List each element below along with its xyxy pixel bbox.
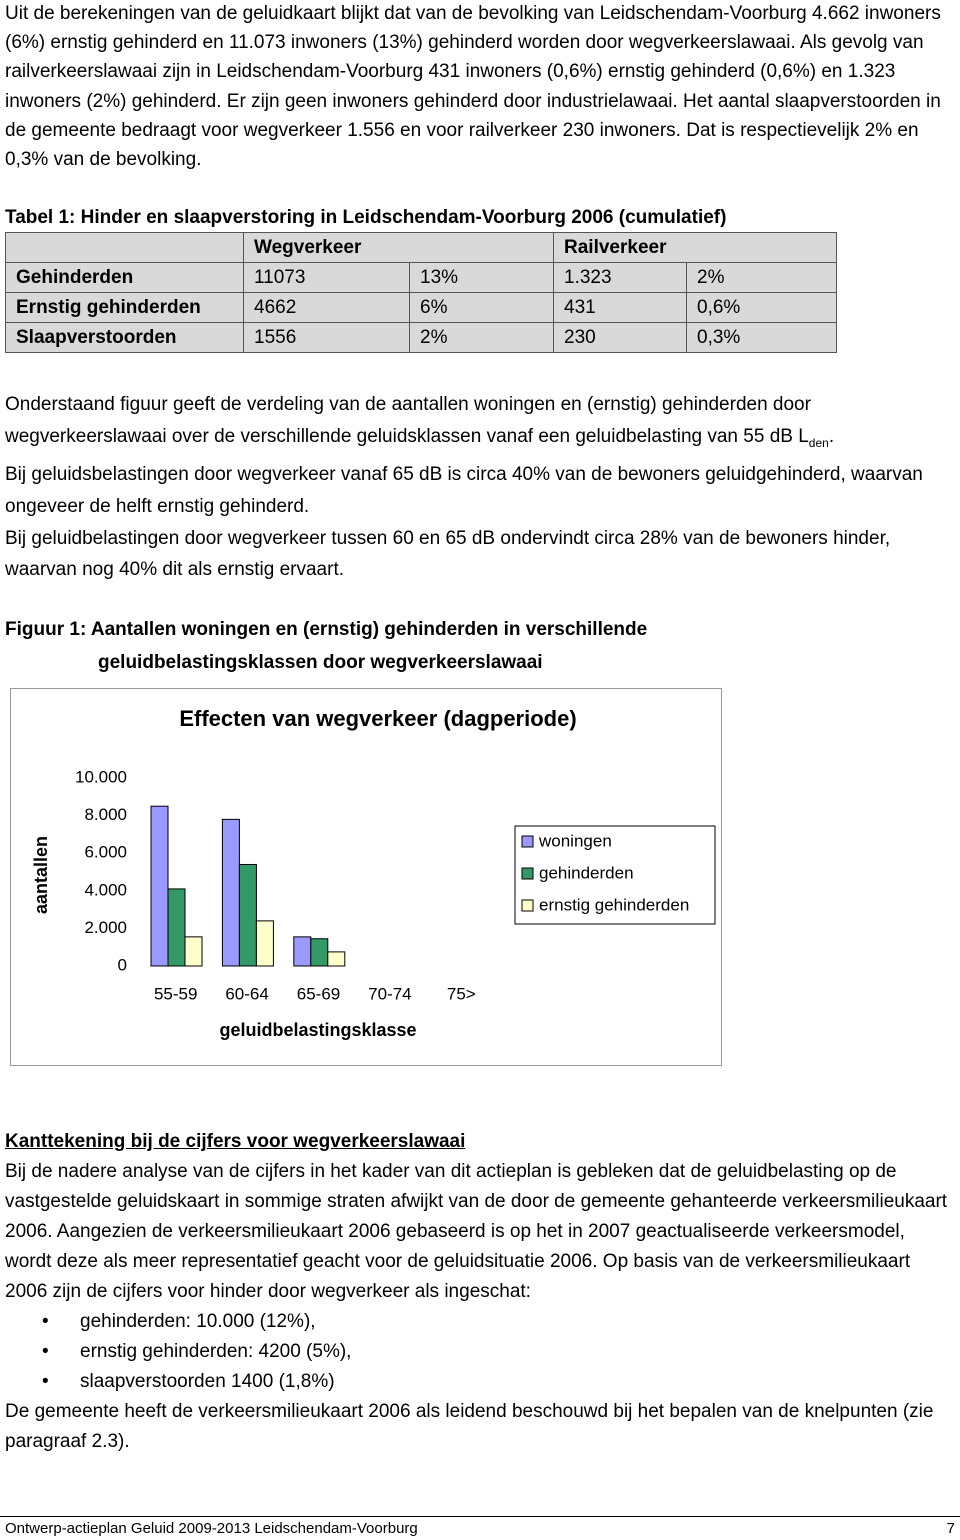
bar [293, 936, 312, 967]
bullet: • [42, 1371, 49, 1392]
paragraph: Bij geluidbelastingen door wegverkeer tu… [5, 527, 891, 581]
x-tick-label: 55-59 [154, 984, 197, 1003]
paragraph: Onderstaand figuur geeft de verdeling va… [5, 389, 955, 459]
bar [221, 818, 240, 967]
legend-swatch [521, 867, 534, 880]
x-axis-label: geluidbelastingsklasse [219, 1020, 416, 1040]
text: ernstig gehinderden: 4200 (5%), [80, 1341, 352, 1362]
bullet-item: • gehinderden: 10.000 (12%), [42, 1307, 955, 1337]
legend-label: ernstig gehinderden [539, 895, 689, 914]
bullet-list: • gehinderden: 10.000 (12%), • ernstig geh… [5, 1307, 955, 1397]
subscript: den [808, 435, 829, 450]
row-label: Ernstig gehinderden [5, 292, 244, 323]
legend-box [514, 825, 716, 925]
cell: 1.323 [553, 262, 687, 293]
figure-caption: Figuur 1: Aantallen woningen en (ernstig… [5, 613, 955, 679]
cell: 2% [686, 262, 837, 293]
description: Onderstaand figuur geeft de verdeling va… [5, 389, 955, 586]
text: slaapverstoorden 1400 (1,8%) [80, 1371, 335, 1392]
intro: Uit de berekeningen van de geluidkaart b… [5, 3, 941, 171]
page-number: 7 [946, 1520, 955, 1537]
x-tick-label: 60-64 [225, 984, 268, 1003]
y-axis-label: aantallen [31, 836, 51, 914]
bar [167, 888, 186, 967]
paragraph: De gemeente heeft de verkeersmilieukaart… [5, 1401, 934, 1452]
cell: 2% [409, 322, 554, 353]
caption-line: geluidbelastingsklassen door wegverkeers… [98, 652, 543, 673]
bar [255, 920, 274, 967]
cell: 230 [553, 322, 687, 353]
bullet: • [42, 1311, 49, 1332]
y-tick-label: 6.000 [84, 843, 127, 862]
cell [5, 232, 244, 263]
bar [310, 938, 329, 967]
heading: Kanttekening bij de cijfers voor wegverk… [5, 1131, 466, 1152]
paragraph: Bij geluidsbelastingen door wegverkeer v… [5, 464, 923, 517]
cell: 4662 [243, 292, 410, 323]
text: gehinderden: 10.000 (12%), [80, 1311, 316, 1332]
text: Onderstaand figuur geeft de verdeling va… [5, 394, 811, 447]
cell: 431 [553, 292, 687, 323]
legend-label: woningen [538, 831, 612, 850]
row-label: Gehinderden [5, 262, 244, 293]
legend-swatch [521, 835, 534, 848]
text: . [828, 425, 835, 447]
cell: 13% [409, 262, 554, 293]
legend-label: gehinderden [539, 863, 634, 882]
cell: 0,6% [686, 292, 837, 323]
footer-text: Ontwerp-actieplan Geluid 2009-2013 Leids… [5, 1520, 418, 1537]
header-cell: Wegverkeer [243, 232, 554, 263]
bar [327, 951, 346, 967]
y-tick-label: 10.000 [75, 767, 127, 786]
caption-line: Figuur 1: Aantallen woningen en (ernstig… [5, 619, 648, 640]
bar [184, 936, 203, 967]
y-tick-label: 2.000 [84, 918, 127, 937]
cell: 1556 [243, 322, 410, 353]
bullet: • [42, 1341, 49, 1362]
x-tick-label: 75> [447, 984, 476, 1003]
x-tick-label: 65-69 [297, 984, 340, 1003]
bar [150, 805, 169, 967]
y-tick-label: 8.000 [84, 805, 127, 824]
legend-swatch [521, 899, 534, 912]
cell: 0,3% [686, 322, 837, 353]
table-caption: Tabel 1: Hinder en slaapverstoring in Le… [5, 207, 727, 228]
chart: Effecten van wegverkeer (dagperiode) gel… [10, 688, 722, 1066]
x-tick-label: 70-74 [368, 984, 411, 1003]
bar [238, 863, 257, 967]
header-cell: Railverkeer [553, 232, 837, 263]
chart-title: Effecten van wegverkeer (dagperiode) [179, 706, 576, 731]
y-tick-label: 0 [118, 955, 127, 974]
bullet-item: • ernstig gehinderden: 4200 (5%), [42, 1337, 955, 1367]
row-label: Slaapverstoorden [5, 322, 244, 353]
footer-rule [0, 1516, 960, 1517]
table: Wegverkeer Railverkeer Gehinderden 11073 1… [5, 232, 837, 353]
y-tick-label: 4.000 [84, 880, 127, 899]
cell: 11073 [243, 262, 410, 293]
note: Kanttekening bij de cijfers voor wegverk… [5, 1127, 955, 1457]
bullet-item: • slaapverstoorden 1400 (1,8%) [42, 1367, 955, 1397]
paragraph: Bij de nadere analyse van de cijfers in … [5, 1161, 948, 1302]
cell: 6% [409, 292, 554, 323]
